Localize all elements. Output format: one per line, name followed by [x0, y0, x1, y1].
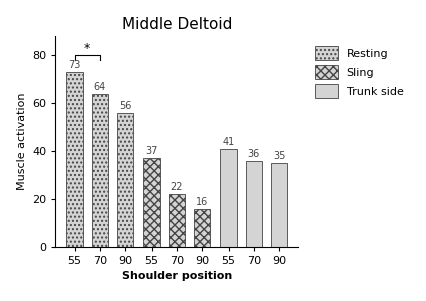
- X-axis label: Shoulder position: Shoulder position: [122, 272, 232, 281]
- Text: 64: 64: [94, 82, 106, 92]
- Bar: [117, 113, 133, 247]
- Text: 56: 56: [119, 101, 131, 111]
- Text: 73: 73: [69, 60, 81, 70]
- Bar: [169, 194, 185, 247]
- Text: 22: 22: [170, 182, 183, 192]
- Y-axis label: Muscle activation: Muscle activation: [17, 93, 27, 190]
- Bar: [271, 163, 287, 247]
- Bar: [246, 161, 262, 247]
- Text: 16: 16: [196, 197, 208, 206]
- Text: 41: 41: [222, 137, 235, 147]
- Bar: [66, 72, 83, 247]
- Text: 35: 35: [273, 151, 285, 161]
- Bar: [92, 94, 108, 247]
- Legend: Resting, Sling, Trunk side: Resting, Sling, Trunk side: [311, 42, 408, 102]
- Title: Middle Deltoid: Middle Deltoid: [121, 17, 232, 32]
- Text: 37: 37: [145, 146, 158, 156]
- Text: *: *: [84, 42, 90, 55]
- Bar: [194, 209, 210, 247]
- Bar: [144, 158, 160, 247]
- Text: 36: 36: [248, 149, 260, 159]
- Bar: [221, 149, 237, 247]
